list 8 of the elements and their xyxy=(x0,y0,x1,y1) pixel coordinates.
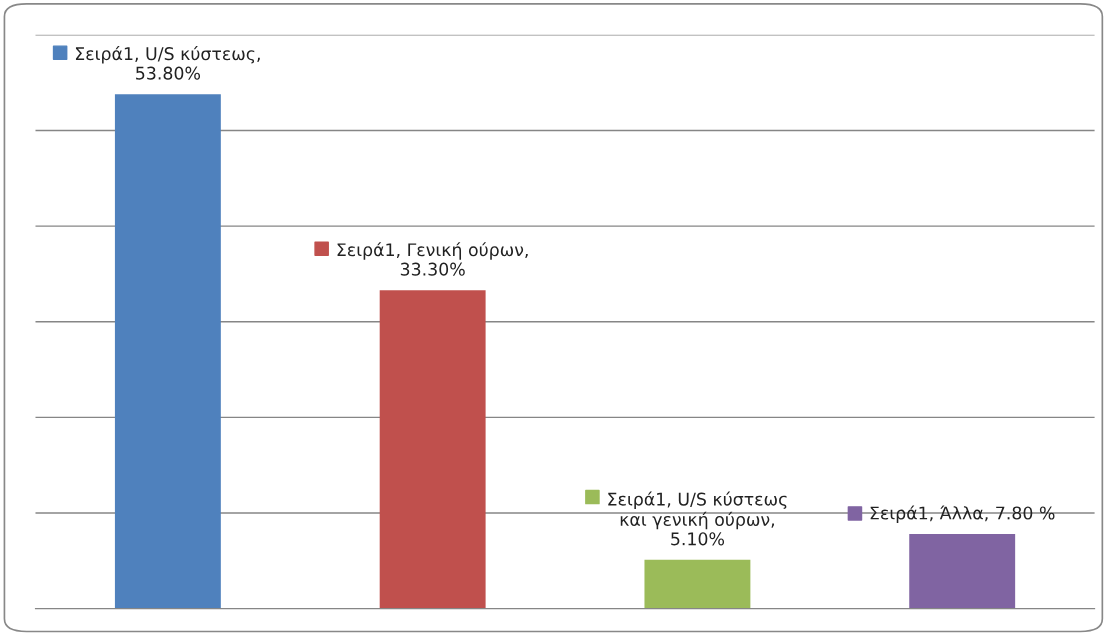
bar xyxy=(644,559,751,609)
bar xyxy=(379,290,486,609)
bar xyxy=(909,534,1016,609)
data-label: Σειρά1, Άλλα, 7.80 % xyxy=(870,505,1055,523)
data-label: Σειρά1, U/S κύστεως, 53.80% xyxy=(75,46,260,80)
data-label: Σειρά1, Γενική ούρων, 33.30% xyxy=(337,242,528,276)
data-label: Σειρά1, U/S κύστεως και γενική ούρων, 5.10% xyxy=(608,491,787,546)
bar xyxy=(114,94,221,609)
